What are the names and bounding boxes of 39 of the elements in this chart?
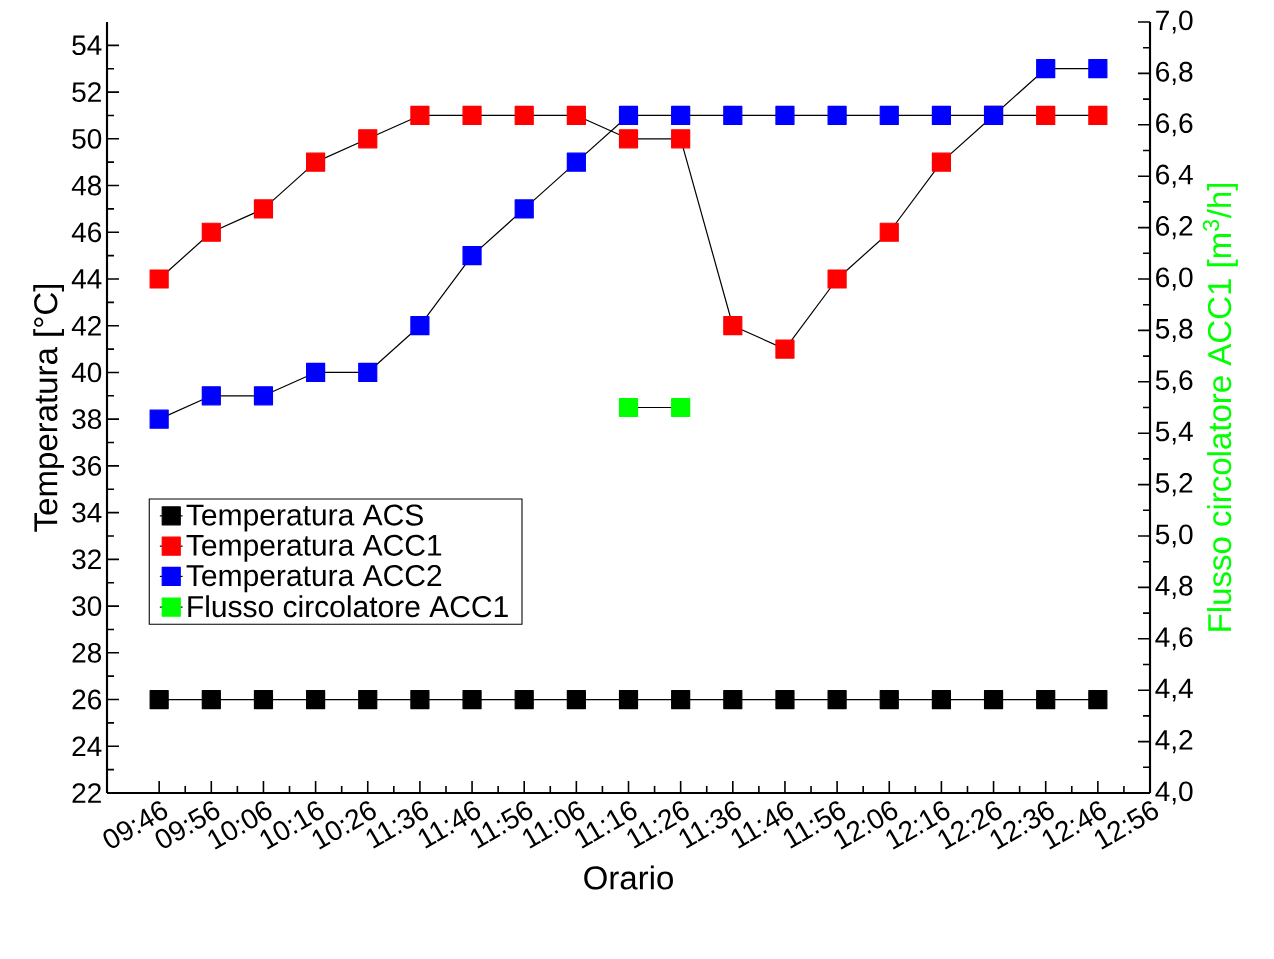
y2-tick-label: 6,0 — [1156, 267, 1193, 291]
y2-tick-label: 6,4 — [1156, 164, 1193, 188]
y-tick-label: 22 — [72, 783, 101, 803]
legend-label: Temperatura ACC1 — [186, 534, 442, 562]
y2-tick-label: 5,2 — [1155, 473, 1193, 497]
y2-tick-label: 4,2 — [1155, 730, 1193, 754]
y2-tick-label: 4,6 — [1155, 627, 1193, 651]
legend-label: Temperatura ACS — [186, 504, 423, 532]
y-tick-label: 46 — [71, 222, 102, 243]
y2-tick-label: 5,8 — [1155, 318, 1193, 342]
legend-label: Flusso circolatore ACC1 — [188, 595, 508, 618]
y2-tick-label: 5,0 — [1155, 524, 1193, 548]
y-tick-label: 34 — [72, 502, 102, 523]
y2-tick-label: 6,8 — [1156, 61, 1193, 85]
y2-tick-label: 5,6 — [1155, 370, 1193, 394]
y-tick-label: 50 — [72, 128, 102, 149]
y2-tick-label: 5,4 — [1155, 421, 1193, 445]
y-tick-label: 54 — [72, 35, 102, 56]
y-tick-label: 42 — [71, 315, 101, 336]
y-axis-title: Temperatura [°C] — [33, 284, 64, 532]
y-tick-label: 28 — [72, 642, 102, 663]
y-tick-label: 52 — [72, 82, 101, 102]
y-tick-label: 24 — [72, 736, 102, 757]
y-tick-label: 32 — [72, 549, 101, 570]
y-tick-label: 30 — [72, 596, 102, 616]
y-tick-label: 38 — [72, 409, 102, 430]
y2-tick-label: 6,2 — [1156, 216, 1193, 240]
x-axis-title: Orario — [584, 865, 673, 890]
y2-tick-label: 7,0 — [1156, 10, 1193, 34]
y-tick-label: 40 — [71, 362, 102, 383]
y-tick-label: 36 — [72, 455, 102, 476]
y-tick-label: 44 — [71, 269, 102, 289]
y2-tick-label: 4,8 — [1155, 575, 1193, 599]
y2-axis-title: Flusso circolatore ACC1 [m$^{3}$/h] — [1202, 183, 1238, 631]
y-tick-label: 48 — [71, 175, 102, 196]
legend-label: Temperatura ACC2 — [186, 564, 442, 593]
y-tick-label: 26 — [72, 689, 102, 710]
y2-tick-label: 6,6 — [1156, 113, 1193, 137]
y2-tick-label: 4,4 — [1155, 678, 1193, 702]
